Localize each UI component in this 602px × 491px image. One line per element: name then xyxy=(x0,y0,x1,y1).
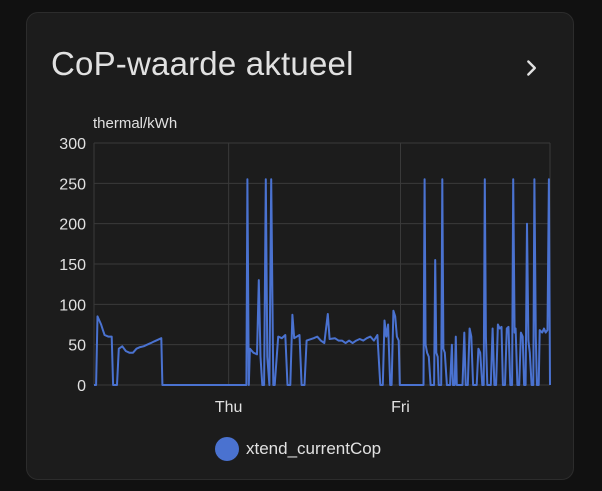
y-axis-label: thermal/kWh xyxy=(93,115,177,132)
y-axis-ticks: 0 50 100 150 200 250 300 xyxy=(59,136,86,395)
series-layer xyxy=(94,178,551,386)
y-tick-label: 300 xyxy=(59,136,86,153)
y-tick-label: 250 xyxy=(59,176,86,193)
cop-card: CoP-waarde aktueel thermal/kWh 0 50 100 150… xyxy=(26,12,574,480)
y-tick-label: 200 xyxy=(59,217,86,234)
legend-swatch xyxy=(215,437,239,461)
legend-label: xtend_currentCop xyxy=(246,439,382,458)
card-title: CoP-waarde aktueel xyxy=(51,45,354,82)
chevron-right-icon[interactable] xyxy=(519,55,545,81)
y-tick-label: 50 xyxy=(68,338,86,355)
y-tick-label: 0 xyxy=(77,378,86,395)
y-tick-label: 100 xyxy=(59,297,86,314)
x-tick-label: Thu xyxy=(215,399,243,416)
x-axis-ticks: Thu Fri xyxy=(215,399,410,416)
x-tick-label: Fri xyxy=(391,399,410,416)
y-tick-label: 150 xyxy=(59,257,86,274)
series-line-xtend-currentcop xyxy=(94,178,551,386)
chart: thermal/kWh 0 50 100 150 200 250 300 Thu Fri xyxy=(59,115,551,416)
legend[interactable]: xtend_currentCop xyxy=(215,437,381,461)
